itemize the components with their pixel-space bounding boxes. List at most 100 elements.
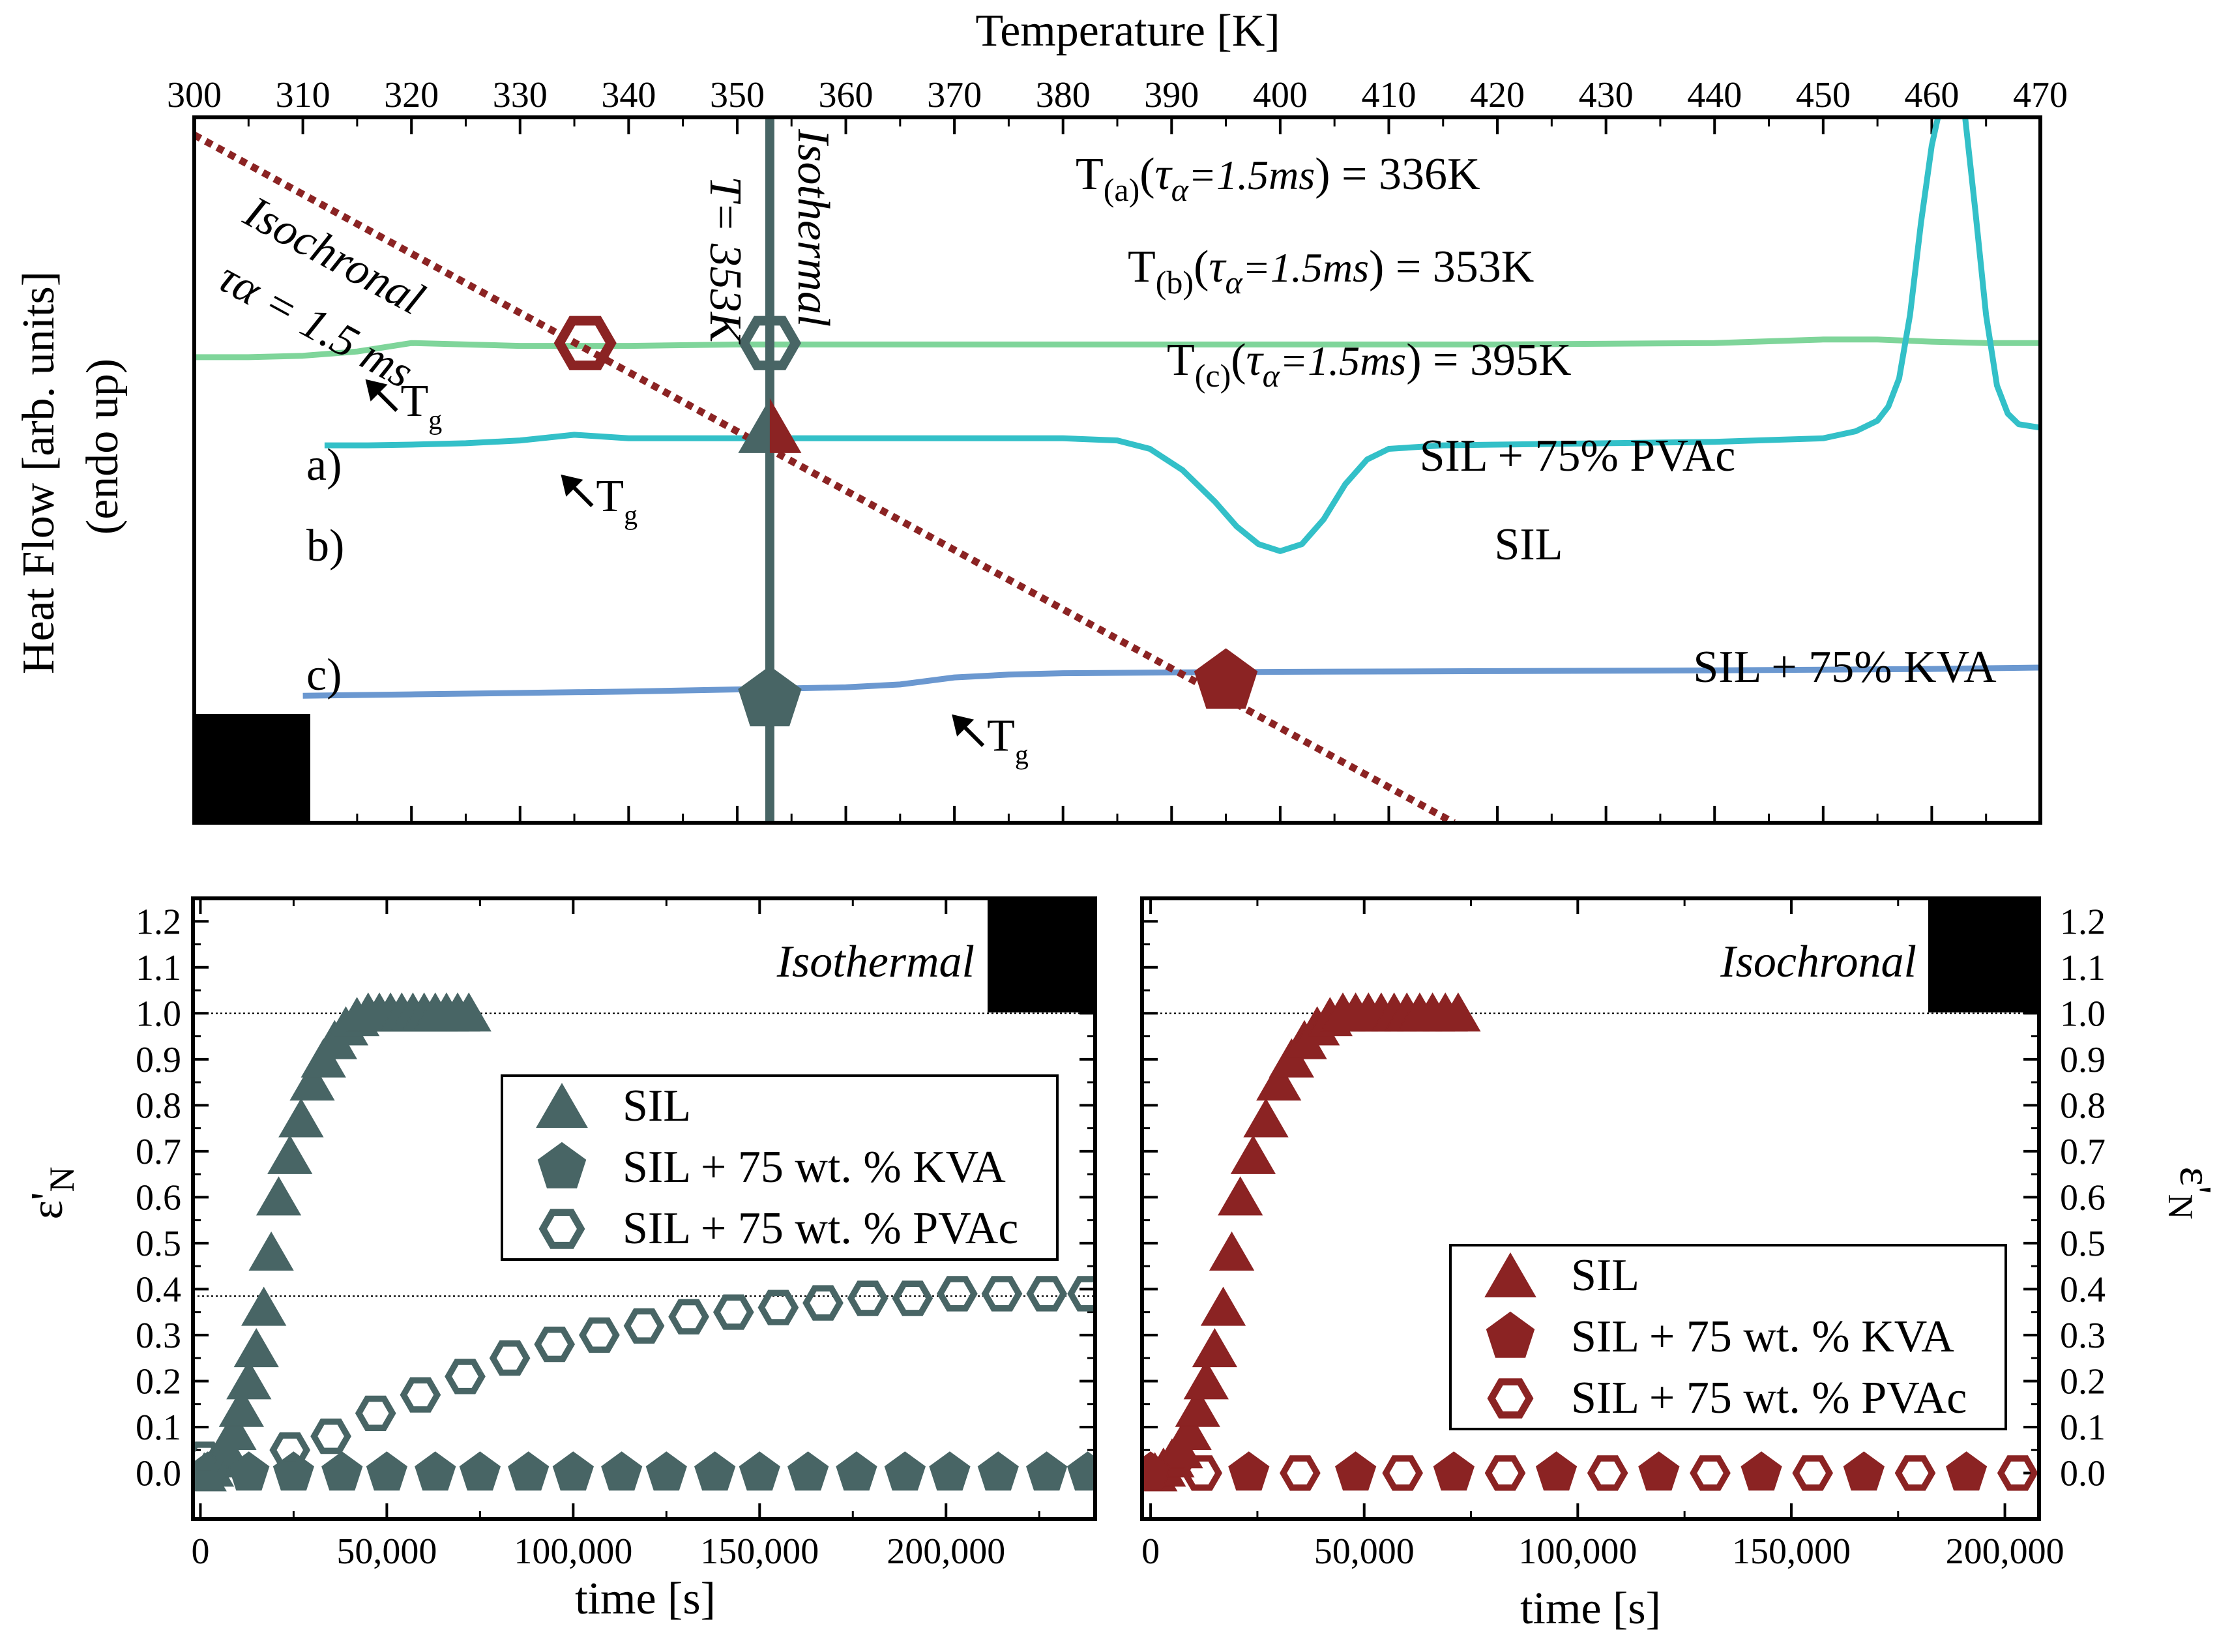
- y-tick-label: 0.7: [2060, 1132, 2106, 1172]
- frame: [1140, 896, 2041, 1521]
- legend: SIL SIL + 75 wt. % KVA SIL + 75 wt. % PVAc: [501, 1074, 1059, 1261]
- pentagon-point: [1946, 1451, 1988, 1491]
- hexagon-point: [623, 1308, 665, 1344]
- curve-label: a): [306, 440, 342, 490]
- y-tick-label: 0.0: [2060, 1453, 2106, 1494]
- y-tick-label: 0.2: [136, 1361, 181, 1402]
- x-tick-label: 390: [1144, 75, 1199, 115]
- pentagon-point: [884, 1451, 926, 1491]
- triangle-point: [218, 1387, 265, 1427]
- panel-label-box: [988, 898, 1095, 1012]
- panel-a-xlabel: Temperature [K]: [975, 6, 1280, 56]
- tg-label: Tg: [401, 376, 443, 435]
- tau-value: =1.5ms: [1188, 152, 1315, 198]
- panel-title: Isochronal: [1720, 937, 1916, 987]
- legend-triangle-swatch: [536, 1082, 588, 1128]
- triangle-point: [1192, 1328, 1238, 1368]
- legend-hexagon-swatch: [538, 1209, 585, 1249]
- pentagon-point: [977, 1451, 1019, 1491]
- y-tick-label: 0.3: [2060, 1316, 2106, 1356]
- x-tick-label: 400: [1253, 75, 1308, 115]
- panel-label-box: [1928, 898, 2039, 1012]
- pentagon-point: [415, 1451, 456, 1491]
- tau-value: =1.5ms: [1280, 338, 1406, 384]
- pentagon-point: [787, 1451, 829, 1491]
- series-label: SIL + 75% KVA: [1693, 642, 1997, 692]
- triangle-point: [289, 1061, 335, 1101]
- panel-c-ylabel: ε'N: [2161, 1166, 2220, 1219]
- frame: [191, 896, 1097, 1521]
- x-tick-label: 150,000: [700, 1531, 819, 1572]
- legend-entry: SIL + 75 wt. % PVAc: [1571, 1373, 1967, 1423]
- hexagon-point: [712, 1294, 754, 1330]
- legend-entry: SIL + 75 wt. % KVA: [1571, 1312, 1954, 1362]
- pentagon-point: [1433, 1451, 1475, 1491]
- y-tick-label: 0.1: [136, 1408, 181, 1448]
- hexagon-point: [489, 1340, 531, 1376]
- pentagon-point: [508, 1451, 550, 1491]
- panel-a: Temperature [K] Heat Flow [arb. units] (…: [14, 6, 2068, 825]
- pentagon-point: [321, 1451, 363, 1491]
- pentagon-point: [1740, 1451, 1782, 1491]
- t-value: ) = 395K: [1406, 335, 1571, 385]
- legend-pentagon-swatch: [537, 1142, 587, 1188]
- epsilon-subscript: N: [42, 1166, 81, 1192]
- y-tick-label: 0.4: [2060, 1269, 2106, 1310]
- triangle-point: [226, 1360, 272, 1400]
- legend: SIL SIL + 75 wt. % KVA SIL + 75 wt. % PVAc: [1449, 1244, 2007, 1430]
- legend-box: [1449, 1244, 2007, 1430]
- points: [193, 992, 1095, 1492]
- tg-subscript: g: [624, 501, 638, 531]
- x-tick-label: 150,000: [1732, 1531, 1851, 1572]
- pentagon-point: [552, 1451, 594, 1491]
- tg-label: Tg: [987, 711, 1029, 771]
- tg-subscript: g: [1015, 741, 1029, 771]
- hexagon-point: [355, 1395, 396, 1431]
- y-tick-label: 0.2: [2060, 1361, 2106, 1402]
- tau-symbol: τ: [1246, 335, 1265, 385]
- x-tick-label: 300: [167, 75, 222, 115]
- hexagon-point: [269, 1432, 311, 1468]
- hexagon-point: [579, 1317, 620, 1353]
- legend-box: [501, 1074, 1059, 1261]
- isochronal-line: [194, 132, 1456, 823]
- triangle-point: [1166, 1410, 1212, 1450]
- svg-text:T(c)(τα=1.5ms) = 395K: T(c)(τα=1.5ms) = 395K: [1167, 335, 1572, 394]
- x-tick-label: 470: [2013, 75, 2068, 115]
- y-tick-label: 0.6: [136, 1177, 181, 1218]
- tau-subscript: α: [1225, 264, 1243, 301]
- legend-entry: SIL + 75 wt. % PVAc: [623, 1203, 1018, 1254]
- hexagon-point: [981, 1276, 1023, 1312]
- hexagon-point: [310, 1418, 351, 1454]
- y-tick-label: 0.5: [2060, 1224, 2106, 1264]
- y-tick-label: 0.1: [2060, 1408, 2106, 1448]
- y-tick-label: 1.1: [136, 948, 181, 988]
- panel-a-frame: [192, 115, 2042, 825]
- t-value: ) = 336K: [1315, 149, 1480, 199]
- legend-pentagon-swatch: [1486, 1311, 1535, 1358]
- triangle-point: [211, 1410, 257, 1450]
- y-tick-label: 0.3: [136, 1316, 181, 1356]
- hexagon-point: [1382, 1455, 1424, 1491]
- t-annotation-b: T(b)(τα=1.5ms) = 353K: [1128, 242, 1534, 301]
- hexagon-point: [1894, 1455, 1936, 1491]
- panel-c: 0.0 0.1 0.2 0.3 0.4 0.5 0.6 0.7 0.8 0.9 1.0 1.1 1.2 0…: [1140, 896, 2220, 1634]
- series-line: [194, 336, 2040, 361]
- tg-arrow-head: [952, 714, 975, 737]
- triangle-point: [1218, 1176, 1263, 1216]
- t-annotation-c: T(c)(τα=1.5ms) = 395K: [1167, 335, 1572, 394]
- hexagon-point: [534, 1326, 576, 1363]
- triangle-point: [1435, 992, 1481, 1032]
- legend-entry: SIL: [623, 1081, 691, 1131]
- epsilon-symbol: ε': [2170, 1166, 2220, 1194]
- series-label: SIL + 75% PVAc: [1420, 431, 1736, 481]
- triangle-point: [1209, 1231, 1255, 1271]
- hexagon-point: [937, 1276, 978, 1312]
- x-tick-label: 460: [1904, 75, 1959, 115]
- tg-symbol: T: [987, 711, 1015, 761]
- hexagon-point: [1181, 1455, 1223, 1491]
- panel-label: B: [1026, 937, 1057, 987]
- hexagon-point: [445, 1359, 486, 1394]
- triangle-point: [1230, 1134, 1276, 1174]
